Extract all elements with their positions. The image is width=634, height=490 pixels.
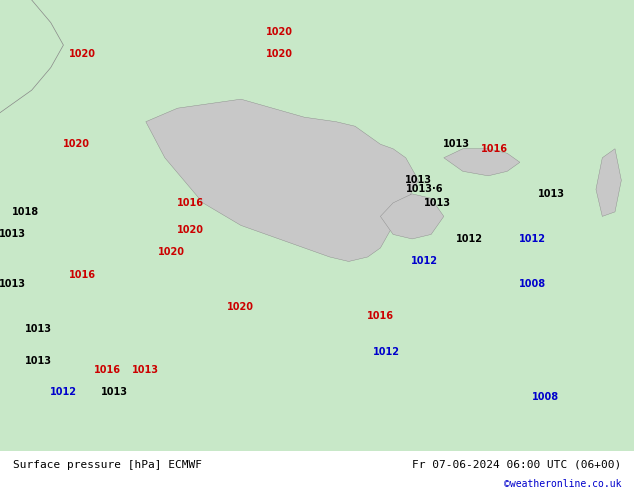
- Text: 1016: 1016: [69, 270, 96, 280]
- Text: 1013: 1013: [101, 387, 127, 397]
- Text: 1012: 1012: [373, 346, 400, 357]
- Text: 1013: 1013: [0, 229, 26, 240]
- Text: 1013: 1013: [133, 365, 159, 375]
- Text: 1016: 1016: [367, 311, 394, 320]
- Text: 1020: 1020: [177, 225, 204, 235]
- Polygon shape: [380, 194, 444, 239]
- Text: 1013: 1013: [0, 279, 26, 289]
- Text: 1020: 1020: [69, 49, 96, 59]
- Polygon shape: [146, 99, 418, 262]
- Text: 1012: 1012: [519, 234, 546, 244]
- Polygon shape: [444, 149, 520, 176]
- Text: 1013: 1013: [443, 139, 470, 149]
- Text: 1013: 1013: [405, 175, 432, 185]
- Text: 1016: 1016: [94, 365, 121, 375]
- Text: 1013: 1013: [538, 189, 565, 199]
- Text: 1020: 1020: [228, 301, 254, 312]
- Text: 1020: 1020: [158, 247, 184, 257]
- Text: 1016: 1016: [177, 198, 204, 208]
- Text: Fr 07-06-2024 06:00 UTC (06+00): Fr 07-06-2024 06:00 UTC (06+00): [412, 460, 621, 469]
- Text: 1012: 1012: [456, 234, 482, 244]
- Text: ©weatheronline.co.uk: ©weatheronline.co.uk: [504, 479, 621, 489]
- Text: Surface pressure [hPa] ECMWF: Surface pressure [hPa] ECMWF: [13, 460, 202, 469]
- Polygon shape: [596, 149, 621, 217]
- Text: 1020: 1020: [266, 49, 292, 59]
- Text: 1013: 1013: [25, 356, 51, 366]
- Text: 1020: 1020: [63, 139, 89, 149]
- Text: 1013: 1013: [25, 324, 51, 334]
- Text: 1013·6: 1013·6: [406, 184, 444, 195]
- Text: 1012: 1012: [50, 387, 77, 397]
- Text: 1008: 1008: [532, 392, 559, 402]
- Text: 1020: 1020: [266, 26, 292, 37]
- Text: 1018: 1018: [12, 207, 39, 217]
- Text: 1008: 1008: [519, 279, 546, 289]
- Text: 1012: 1012: [411, 256, 438, 267]
- Text: 1013: 1013: [424, 198, 451, 208]
- Text: 1016: 1016: [481, 144, 508, 154]
